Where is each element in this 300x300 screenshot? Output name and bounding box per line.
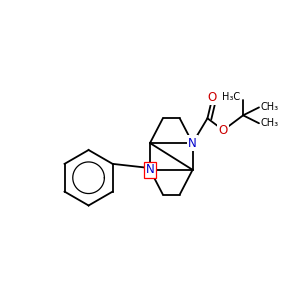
Text: N: N	[188, 136, 197, 150]
Text: CH₃: CH₃	[261, 118, 279, 128]
Text: O: O	[219, 124, 228, 137]
Text: N: N	[146, 163, 154, 176]
Text: H₃C: H₃C	[222, 92, 240, 103]
Text: CH₃: CH₃	[261, 102, 279, 112]
Text: O: O	[208, 91, 217, 104]
